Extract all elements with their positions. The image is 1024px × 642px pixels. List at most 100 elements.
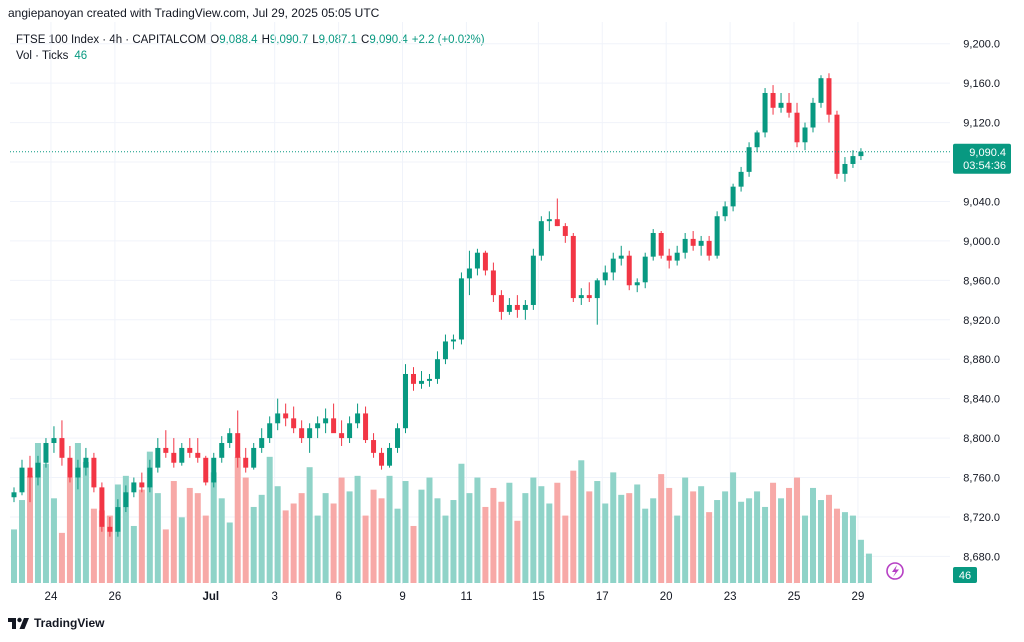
candle <box>546 211 552 232</box>
last-price-badge: 9,090.403:54:36 <box>953 143 1011 174</box>
candle <box>474 248 480 276</box>
candle <box>227 428 233 448</box>
volume-bar <box>794 477 801 583</box>
candle <box>251 443 257 470</box>
candle <box>395 423 401 453</box>
volume-bar <box>242 477 249 583</box>
candle <box>850 150 856 168</box>
candle <box>203 455 209 486</box>
candle <box>99 482 105 532</box>
volume-bar <box>857 539 864 583</box>
candle <box>163 430 169 458</box>
open-value: 9,088.4 <box>219 34 258 46</box>
volume-bar <box>58 532 65 583</box>
volume-bar <box>386 475 393 583</box>
volume-bar <box>410 525 417 583</box>
high-value: 9,090.7 <box>269 34 309 46</box>
y-tick-label: 9,200.0 <box>963 39 1000 51</box>
candle <box>331 403 337 434</box>
volume-bar <box>418 489 425 583</box>
symbol-label: FTSE 100 Index · 4h · CAPITALCOM <box>16 34 207 46</box>
volume-bars <box>11 443 872 583</box>
volume-bar <box>202 515 209 583</box>
volume-bar <box>522 493 529 583</box>
volume-bar <box>250 506 257 583</box>
tradingview-brand[interactable]: TradingView <box>8 616 104 630</box>
candle <box>51 426 57 453</box>
candle <box>339 420 345 446</box>
volume-bar <box>546 503 553 583</box>
price-axis[interactable]: 8,680.0 8,720.0 8,760.0 8,800.0 8,840.0 8,880… <box>963 39 1000 564</box>
candle <box>155 438 161 473</box>
x-tick-label: 15 <box>532 591 545 603</box>
y-tick-label: 9,000.0 <box>963 236 1000 248</box>
lightning-alert-icon[interactable] <box>886 562 904 580</box>
volume-row: Vol · Ticks 46 <box>16 48 485 64</box>
volume-bar <box>170 481 177 583</box>
volume-bar <box>746 498 753 583</box>
candle <box>315 416 321 439</box>
close-label: C <box>361 34 370 46</box>
candle <box>123 485 129 513</box>
candle <box>379 447 385 470</box>
candle <box>91 452 97 493</box>
volume-bar <box>290 503 297 583</box>
candle <box>570 232 576 303</box>
candle <box>554 198 560 227</box>
candle <box>858 148 864 161</box>
x-tick-label: 11 <box>460 591 472 603</box>
candle <box>219 436 225 463</box>
candle <box>363 406 369 444</box>
candle <box>403 364 409 434</box>
time-axis[interactable]: 24 26 Jul 3 6 9 11 15 17 20 23 25 29 <box>45 591 865 603</box>
volume-bar <box>306 467 313 583</box>
volume-bar <box>706 512 713 583</box>
volume-bar <box>26 475 33 583</box>
volume-bar <box>298 493 305 583</box>
volume-bar <box>474 477 481 583</box>
candle <box>411 367 416 391</box>
y-tick-label: 9,040.0 <box>963 196 1000 208</box>
open-label: O <box>210 34 220 46</box>
candle <box>618 245 624 266</box>
volume-bar <box>841 512 848 583</box>
volume-bar <box>698 486 705 583</box>
volume-bar <box>338 477 345 583</box>
candle <box>35 455 41 486</box>
volume-bar <box>442 515 449 583</box>
candle <box>426 373 432 387</box>
volume-bar <box>810 487 816 583</box>
candle <box>355 403 361 429</box>
candle <box>187 438 193 458</box>
tradingview-brand-text: TradingView <box>34 616 105 630</box>
candle <box>666 248 672 269</box>
volume-bar <box>42 463 49 583</box>
candle <box>323 408 329 434</box>
y-tick-label: 9,160.0 <box>963 78 1000 90</box>
volume-bar <box>762 506 769 583</box>
candle <box>498 290 504 320</box>
x-tick-label: 23 <box>724 591 737 603</box>
candle <box>195 438 201 463</box>
volume-bar <box>738 501 745 583</box>
volume-bar <box>154 493 161 583</box>
candle <box>810 97 816 133</box>
candle <box>562 223 568 243</box>
volume-value: 46 <box>74 50 88 62</box>
volume-bar <box>11 529 17 583</box>
candle <box>235 410 241 468</box>
candle <box>514 295 520 318</box>
candle <box>259 428 265 453</box>
volume-badge-label: 46 <box>959 570 971 582</box>
volume-bar <box>234 456 241 583</box>
volume-bar <box>450 500 457 583</box>
volume-bar <box>50 498 57 583</box>
volume-bar <box>186 487 193 583</box>
volume-bar <box>730 472 737 583</box>
y-tick-label: 8,720.0 <box>963 512 1000 524</box>
volume-bar <box>610 472 617 583</box>
volume-bar <box>570 470 577 583</box>
candle <box>530 248 536 310</box>
volume-bar <box>122 475 129 583</box>
